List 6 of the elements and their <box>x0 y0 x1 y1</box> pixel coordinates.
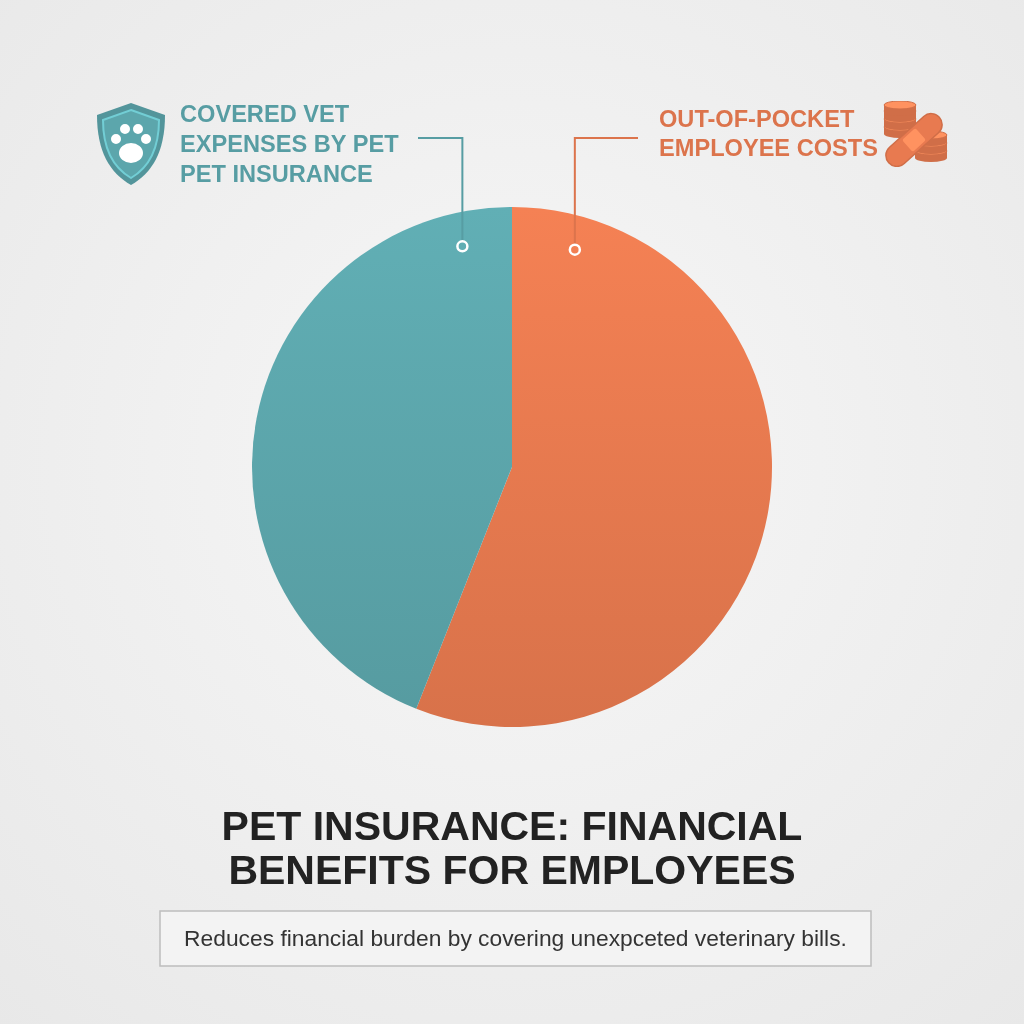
pie-slice <box>416 207 772 727</box>
slice-label: COVERED VET EXPENSES BY PET PET INSURANCE <box>180 101 400 187</box>
text: Reduces financial burden by covering unexpceted veterinary bills. <box>184 925 847 951</box>
pie-slice <box>252 207 512 709</box>
text: PET INSURANCE: FINANCIAL BENEFITS FOR EMPLOYEES <box>221 803 803 893</box>
slice-label: OUT-OF-POCKET EMPLOYEE COSTS <box>659 106 878 161</box>
